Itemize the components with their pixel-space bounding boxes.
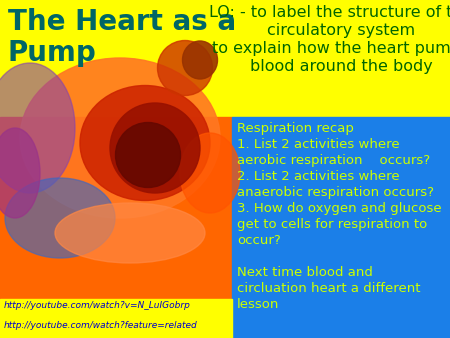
Ellipse shape [110,103,200,193]
Ellipse shape [55,203,205,263]
Bar [0,299,232,338]
Text: LO: - to label the structure of the
circulatory system
to explain how the heart : LO: - to label the structure of the circ… [209,5,450,74]
Ellipse shape [80,86,210,200]
Text: Respiration recap
1. List 2 activities where
aerobic respiration    occurs?
2. L: Respiration recap 1. List 2 activities w… [237,122,441,311]
Ellipse shape [158,41,212,96]
Text: http://youtube.com/watch?v=N_LuIGobrp: http://youtube.com/watch?v=N_LuIGobrp [4,301,191,310]
Ellipse shape [183,41,217,79]
Ellipse shape [20,58,220,218]
Ellipse shape [5,178,115,258]
Bar [232,117,450,338]
Ellipse shape [0,128,40,218]
Text: The Heart as a
Pump: The Heart as a Pump [8,8,236,67]
Text: http://youtube.com/watch?feature=related: http://youtube.com/watch?feature=related [4,320,198,330]
Ellipse shape [0,63,75,193]
Bar [0,117,232,299]
Bar [0,0,450,117]
Ellipse shape [180,133,240,213]
Ellipse shape [116,122,180,188]
